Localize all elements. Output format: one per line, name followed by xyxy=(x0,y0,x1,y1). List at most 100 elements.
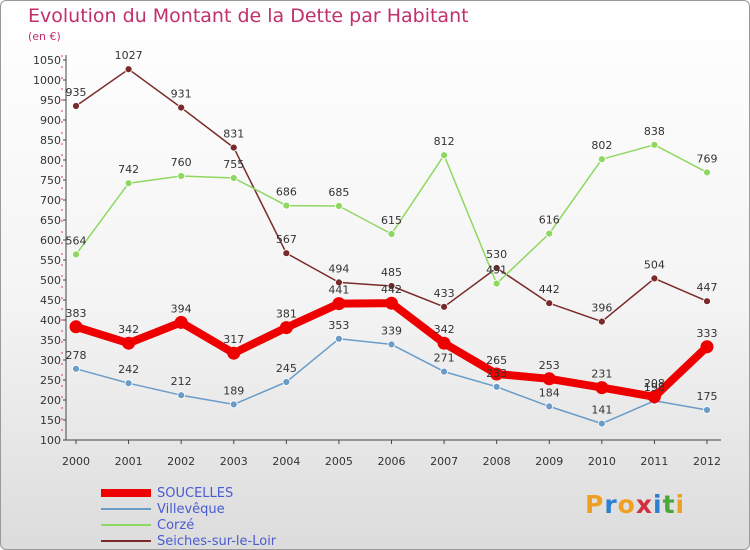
data-label: 616 xyxy=(539,214,560,227)
legend-item: Villevêque xyxy=(101,501,276,517)
x-tick-label: 2012 xyxy=(693,455,721,468)
logo-letter: P xyxy=(585,490,605,519)
data-point xyxy=(124,179,133,188)
data-point xyxy=(597,419,606,428)
y-tick-label: 950 xyxy=(40,94,61,107)
data-point xyxy=(595,381,609,395)
x-tick-label: 2004 xyxy=(272,455,300,468)
data-label: 615 xyxy=(381,214,402,227)
data-label: 485 xyxy=(381,266,402,279)
data-point xyxy=(545,299,554,308)
legend-swatch xyxy=(101,489,151,497)
data-point xyxy=(229,400,238,409)
y-tick-label: 1000 xyxy=(33,74,61,87)
x-tick-label: 2005 xyxy=(325,455,353,468)
x-tick-label: 2000 xyxy=(62,455,90,468)
legend-item: SOUCELLES xyxy=(101,485,276,501)
data-point xyxy=(647,390,661,404)
data-point xyxy=(177,172,186,180)
data-label: 491 xyxy=(486,264,507,277)
data-point xyxy=(282,378,291,386)
data-point xyxy=(440,151,448,160)
data-label: 339 xyxy=(381,324,402,337)
data-label: 212 xyxy=(171,375,192,388)
data-point xyxy=(177,391,186,400)
data-point xyxy=(703,297,711,306)
data-label: 333 xyxy=(697,327,718,340)
data-label: 447 xyxy=(697,281,718,294)
legend-label: Villevêque xyxy=(157,501,225,517)
legend-label: Seiches-sur-le-Loir xyxy=(157,533,277,549)
data-label: 494 xyxy=(328,262,349,275)
chart-title: Evolution du Montant de la Dette par Hab… xyxy=(28,5,469,27)
data-point xyxy=(700,340,714,354)
data-label: 442 xyxy=(539,283,560,296)
data-point xyxy=(279,321,293,335)
data-point xyxy=(335,334,343,343)
y-tick-label: 100 xyxy=(40,434,61,447)
x-tick-label: 2007 xyxy=(430,455,458,468)
data-point xyxy=(385,296,398,310)
data-point xyxy=(332,297,346,311)
data-point xyxy=(597,317,606,326)
y-tick-label: 250 xyxy=(40,374,61,387)
data-label: 441 xyxy=(328,284,349,297)
data-label: 567 xyxy=(276,233,297,246)
data-label: 394 xyxy=(171,302,192,315)
data-label: 278 xyxy=(66,349,87,362)
data-label: 175 xyxy=(697,390,718,403)
y-tick-label: 400 xyxy=(40,314,61,327)
data-label: 381 xyxy=(276,308,297,321)
legend-item: Seiches-sur-le-Loir xyxy=(101,533,276,549)
data-point xyxy=(597,155,606,164)
data-point xyxy=(492,382,501,391)
y-tick-label: 600 xyxy=(40,234,61,247)
data-label: 504 xyxy=(644,258,665,271)
data-point xyxy=(545,402,554,411)
data-point xyxy=(703,168,711,177)
x-tick-label: 2010 xyxy=(588,455,616,468)
data-label: 433 xyxy=(434,287,455,300)
y-tick-label: 450 xyxy=(40,294,61,307)
data-point xyxy=(387,340,396,349)
data-point xyxy=(124,65,133,74)
proxiti-logo: Proxiti xyxy=(585,490,685,519)
data-label: 233 xyxy=(486,367,507,380)
data-label: 769 xyxy=(697,152,718,165)
x-tick-label: 2009 xyxy=(535,455,563,468)
data-point xyxy=(650,274,659,283)
data-label: 141 xyxy=(591,404,612,417)
data-label: 442 xyxy=(381,283,402,296)
y-tick-label: 700 xyxy=(40,194,61,207)
y-tick-label: 800 xyxy=(40,154,61,167)
data-point xyxy=(229,143,238,152)
data-point xyxy=(440,367,448,376)
data-label: 742 xyxy=(118,163,139,176)
data-label: 253 xyxy=(539,359,560,372)
data-label: 198 xyxy=(644,381,665,394)
data-point xyxy=(492,264,501,272)
legend-swatch xyxy=(101,508,151,510)
data-point xyxy=(174,315,188,329)
logo-letter: i xyxy=(675,490,686,519)
data-point xyxy=(177,103,186,112)
data-point xyxy=(124,379,133,388)
y-tick-label: 350 xyxy=(40,334,61,347)
data-point xyxy=(69,320,83,334)
data-label: 208 xyxy=(644,377,665,390)
data-label: 353 xyxy=(328,319,349,332)
logo-letter: o xyxy=(617,490,636,519)
x-tick-label: 2003 xyxy=(220,455,248,468)
data-point xyxy=(545,229,554,238)
x-tick-label: 2002 xyxy=(167,455,195,468)
y-tick-label: 150 xyxy=(40,414,61,427)
legend-item: Corzé xyxy=(101,517,276,533)
y-tick-label: 750 xyxy=(40,174,61,187)
data-label: 271 xyxy=(434,352,455,365)
data-point xyxy=(335,278,343,287)
data-label: 317 xyxy=(223,333,244,346)
y-tick-label: 500 xyxy=(40,274,61,287)
logo-letter: x xyxy=(635,490,653,519)
